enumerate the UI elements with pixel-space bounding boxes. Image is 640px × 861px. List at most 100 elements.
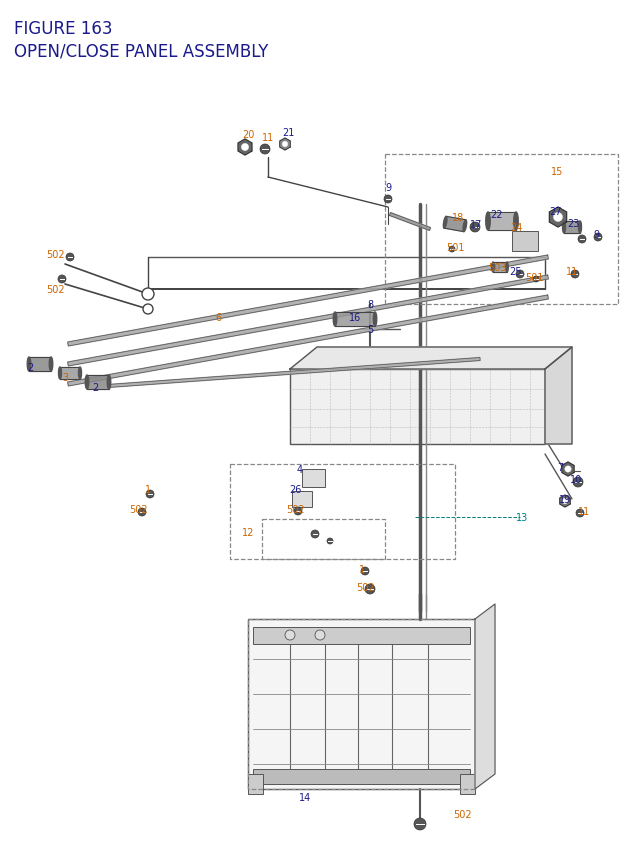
Bar xyxy=(248,619,475,789)
Circle shape xyxy=(66,254,74,262)
Circle shape xyxy=(563,499,568,504)
Bar xyxy=(262,519,385,560)
Ellipse shape xyxy=(563,222,566,233)
Text: 5: 5 xyxy=(367,325,373,335)
Polygon shape xyxy=(390,214,431,231)
Text: 502: 502 xyxy=(452,809,471,819)
Circle shape xyxy=(565,467,571,473)
Text: 1: 1 xyxy=(359,564,365,574)
Ellipse shape xyxy=(79,368,81,380)
Circle shape xyxy=(143,305,153,314)
Ellipse shape xyxy=(579,222,582,233)
Text: 15: 15 xyxy=(551,167,563,177)
Text: 16: 16 xyxy=(349,313,361,323)
Ellipse shape xyxy=(463,220,467,232)
Ellipse shape xyxy=(85,375,89,389)
Bar xyxy=(230,464,455,560)
Bar xyxy=(292,492,312,507)
Circle shape xyxy=(260,145,270,155)
Circle shape xyxy=(384,195,392,204)
Polygon shape xyxy=(108,358,480,388)
Text: 10: 10 xyxy=(570,474,582,485)
Circle shape xyxy=(516,270,524,279)
Polygon shape xyxy=(564,222,580,233)
Bar xyxy=(302,469,325,487)
Circle shape xyxy=(554,214,563,222)
Polygon shape xyxy=(87,375,109,389)
Bar xyxy=(253,769,470,784)
Text: 12: 12 xyxy=(242,528,254,537)
Bar xyxy=(385,155,618,305)
Polygon shape xyxy=(488,213,516,231)
Text: FIGURE 163: FIGURE 163 xyxy=(14,20,113,38)
Text: 3: 3 xyxy=(62,373,68,382)
Text: OPEN/CLOSE PANEL ASSEMBLY: OPEN/CLOSE PANEL ASSEMBLY xyxy=(14,42,268,60)
Circle shape xyxy=(311,530,319,538)
Circle shape xyxy=(58,276,66,283)
Text: 2: 2 xyxy=(92,382,98,393)
Ellipse shape xyxy=(373,313,377,326)
Circle shape xyxy=(449,247,455,253)
Text: 502: 502 xyxy=(285,505,304,514)
Circle shape xyxy=(361,567,369,575)
Text: 27: 27 xyxy=(550,207,563,217)
Circle shape xyxy=(285,630,295,641)
Text: 503: 503 xyxy=(488,263,506,273)
Text: 502: 502 xyxy=(45,250,64,260)
Text: 11: 11 xyxy=(578,506,590,517)
Text: 1: 1 xyxy=(145,485,151,494)
Ellipse shape xyxy=(108,375,111,389)
Text: 6: 6 xyxy=(215,313,221,323)
Text: 13: 13 xyxy=(516,512,528,523)
Ellipse shape xyxy=(28,357,31,372)
Text: 11: 11 xyxy=(262,133,274,143)
Polygon shape xyxy=(562,462,574,476)
Circle shape xyxy=(571,270,579,279)
Ellipse shape xyxy=(58,368,61,380)
Polygon shape xyxy=(290,348,572,369)
Bar xyxy=(460,774,475,794)
Polygon shape xyxy=(549,208,566,228)
Circle shape xyxy=(294,507,302,516)
Text: 9: 9 xyxy=(385,183,391,193)
Ellipse shape xyxy=(333,313,337,326)
Bar xyxy=(290,369,545,444)
Text: 4: 4 xyxy=(297,464,303,474)
Text: 26: 26 xyxy=(289,485,301,494)
Polygon shape xyxy=(475,604,495,789)
Polygon shape xyxy=(335,313,375,326)
Circle shape xyxy=(282,142,288,147)
Text: 502: 502 xyxy=(129,505,147,514)
Polygon shape xyxy=(238,139,252,156)
Text: 502: 502 xyxy=(45,285,64,294)
Polygon shape xyxy=(280,139,290,151)
Circle shape xyxy=(146,491,154,499)
Text: 25: 25 xyxy=(509,267,522,276)
Ellipse shape xyxy=(49,357,52,372)
Ellipse shape xyxy=(506,263,508,273)
Text: 14: 14 xyxy=(299,792,311,802)
Circle shape xyxy=(241,145,248,152)
Polygon shape xyxy=(29,357,51,372)
Text: 20: 20 xyxy=(242,130,254,139)
Text: 17: 17 xyxy=(470,220,482,230)
Circle shape xyxy=(576,510,584,517)
Text: 8: 8 xyxy=(367,300,373,310)
Text: 502: 502 xyxy=(356,582,374,592)
Polygon shape xyxy=(560,495,570,507)
Polygon shape xyxy=(545,348,572,444)
Circle shape xyxy=(573,478,583,487)
Polygon shape xyxy=(493,263,507,273)
Circle shape xyxy=(138,508,146,517)
Text: 23: 23 xyxy=(567,219,579,229)
Text: 2: 2 xyxy=(27,362,33,373)
Circle shape xyxy=(414,818,426,830)
Polygon shape xyxy=(68,256,548,347)
Bar xyxy=(248,619,475,789)
Text: 24: 24 xyxy=(510,223,522,232)
Circle shape xyxy=(365,585,375,594)
Polygon shape xyxy=(68,295,548,387)
Text: 22: 22 xyxy=(490,210,502,220)
Ellipse shape xyxy=(492,263,494,273)
Polygon shape xyxy=(68,276,548,367)
